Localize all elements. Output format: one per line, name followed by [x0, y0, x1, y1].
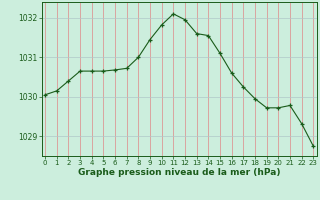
X-axis label: Graphe pression niveau de la mer (hPa): Graphe pression niveau de la mer (hPa): [78, 168, 280, 177]
